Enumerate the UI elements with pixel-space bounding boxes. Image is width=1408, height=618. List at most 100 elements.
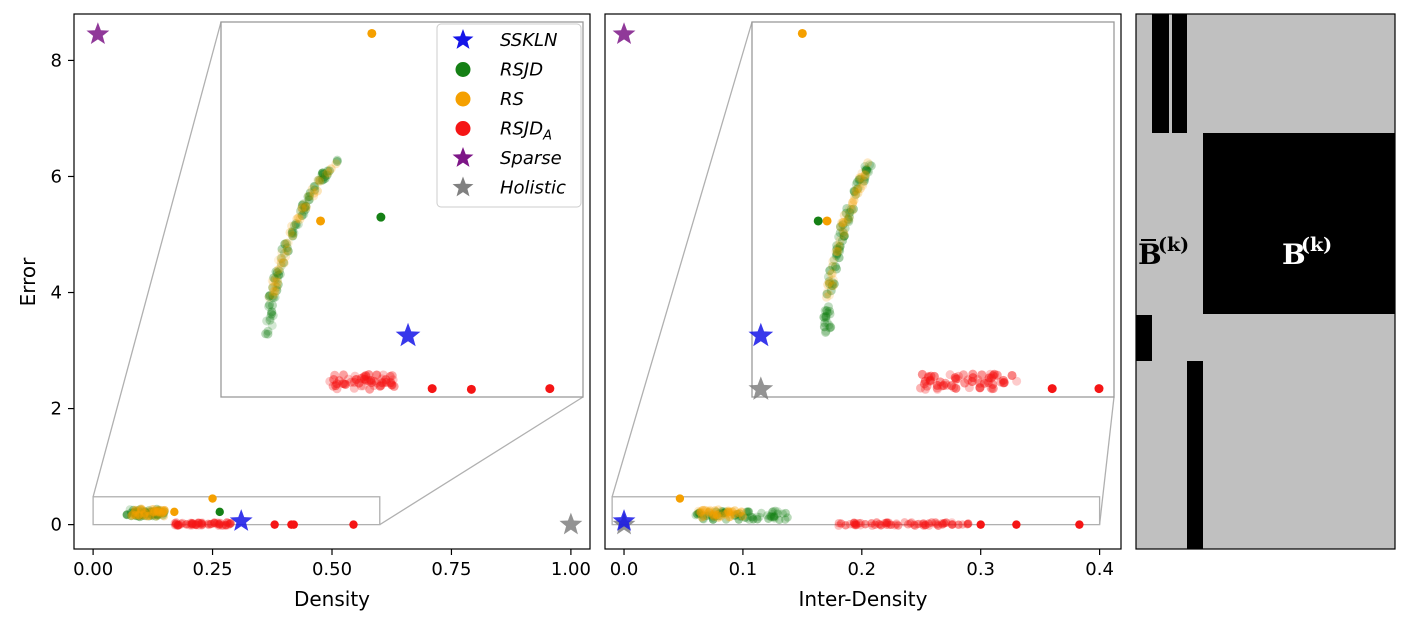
scatter-point-rsjd [864, 167, 874, 177]
scatter-point-rsjd [299, 206, 309, 216]
scatter-point-rs [827, 261, 837, 271]
scatter-point-rsjd [769, 512, 778, 521]
scatter-point-rsjd-a [178, 518, 187, 528]
scatter-point-rs [841, 217, 851, 227]
scatter-point-rsjd-a [197, 519, 206, 528]
plot-frame [604, 13, 1122, 550]
matrix-label-complement: B [1138, 238, 1162, 271]
scatter-point-rsjd [852, 177, 862, 187]
scatter-point-rsjd [699, 512, 708, 521]
scatter-point-rs [836, 223, 846, 233]
scatter-point-rsjd-a [361, 371, 371, 381]
scatter-point-rsjd [309, 181, 319, 191]
scatter-point-rsjd-a [339, 379, 349, 389]
scatter-point-rsjd-a [173, 521, 182, 530]
scatter-point-rs [153, 507, 162, 516]
scatter-point-rsjd [153, 510, 163, 519]
scatter-point-rsjd [317, 175, 327, 185]
scatter-point-rs [861, 169, 871, 179]
scatter-point-rsjd-a [214, 520, 224, 529]
scatter-point-rs [860, 170, 870, 180]
scatter-point-rs [160, 507, 169, 516]
scatter-point-rs [153, 508, 162, 518]
scatter-point-rsjd-a [892, 520, 901, 529]
scatter-point-rsjd [122, 510, 132, 519]
scatter-point-rsjd-a [191, 519, 200, 529]
scatter-point-rsjd [153, 511, 163, 520]
scatter-point-rsjd [148, 511, 157, 521]
scatter-point-rsjd-a [882, 518, 891, 527]
scatter-point-rsjd [144, 510, 154, 519]
scatter-point-rsjd [711, 512, 720, 521]
scatter-point-rsjd [823, 302, 833, 312]
scatter-point-rsjd-a [332, 379, 342, 389]
scatter-point-rsjd [720, 508, 729, 518]
scatter-point-rs [700, 505, 709, 515]
scatter-point-rsjd [267, 300, 277, 310]
scatter-point-rsjd-a [973, 375, 983, 385]
scatter-point-rs [296, 208, 306, 218]
scatter-point-rsjd [851, 179, 861, 189]
scatter-point-rsjd-a [919, 519, 928, 528]
scatter-point-rsjd [268, 311, 278, 321]
scatter-point-rsjd [755, 512, 764, 522]
scatter-point-rsjd [749, 515, 758, 524]
scatter-point-rs [282, 245, 292, 255]
scatter-point-rsjd [147, 510, 157, 519]
scatter-point-rsjd [268, 283, 278, 293]
scatter-point-rsjd-a [951, 374, 961, 384]
scatter-point-rsjd [735, 509, 744, 518]
zoom-connector-line [92, 21, 222, 497]
matrix-block [1152, 14, 1169, 133]
legend-entry-holistic: Holistic [452, 176, 566, 199]
scatter-point-rsjd-a [884, 518, 893, 527]
scatter-point-rsjd [143, 509, 152, 518]
legend-label: Holistic [500, 178, 566, 199]
scatter-point-rs [277, 248, 287, 258]
scatter-point-rsjd-a [174, 520, 184, 530]
matrix-label-block-superscript: (k) [1301, 234, 1332, 256]
scatter-point-rs [279, 258, 289, 268]
star-marker-sskln [229, 509, 253, 531]
legend-entry-rsjd: RSJD [455, 60, 543, 81]
y-tick-label: 2 [51, 399, 62, 420]
scatter-point-rsjd [781, 515, 790, 524]
scatter-point-rsjd [298, 199, 308, 209]
scatter-point-rsjd-a [856, 518, 865, 528]
legend-entry-sskln: SSKLN [452, 29, 558, 51]
scatter-point-rs [127, 511, 136, 520]
scatter-point-rsjd-a [992, 370, 1002, 380]
scatter-point-rsjd [860, 162, 870, 172]
scatter-point-rsjd [822, 306, 832, 316]
scatter-point-rsjd-a [226, 519, 235, 528]
scatter-point-rsjd-a [367, 378, 377, 388]
scatter-point-rsjd [267, 291, 277, 301]
scatter-point-rsjd-a [194, 518, 204, 528]
scatter-point-rsjd [122, 510, 131, 520]
scatter-point-rs [725, 512, 735, 522]
scatter-point-rsjd-a [852, 520, 861, 530]
zoom-connector-line [1098, 396, 1115, 525]
scatter-point-rsjd [310, 182, 320, 192]
x-tick-label: 0.0 [610, 559, 639, 580]
scatter-point-rsjd-a [197, 521, 207, 530]
scatter-point-rsjd [822, 317, 832, 327]
scatter-point-rs [331, 159, 341, 169]
scatter-point-rs [270, 286, 280, 296]
scatter-point-rsjd [832, 245, 842, 255]
scatter-point-rsjd [280, 239, 290, 249]
scatter-point-rsjd [764, 514, 773, 524]
scatter-point-rsjd-a [366, 375, 376, 385]
scatter-point-rsjd [838, 220, 848, 230]
scatter-point-rsjd [693, 510, 702, 519]
scatter-point-rsjd [822, 289, 832, 299]
scatter-point-rsjd [152, 511, 162, 520]
scatter-point-rs [709, 512, 719, 521]
scatter-point-rsjd-a [850, 520, 860, 529]
scatter-point-rsjd-a [861, 520, 870, 529]
scatter-point-rsjd [134, 505, 143, 515]
scatter-point-rs [309, 191, 319, 201]
scatter-point-rs [698, 505, 707, 515]
scatter-point-rsjd [262, 316, 272, 326]
